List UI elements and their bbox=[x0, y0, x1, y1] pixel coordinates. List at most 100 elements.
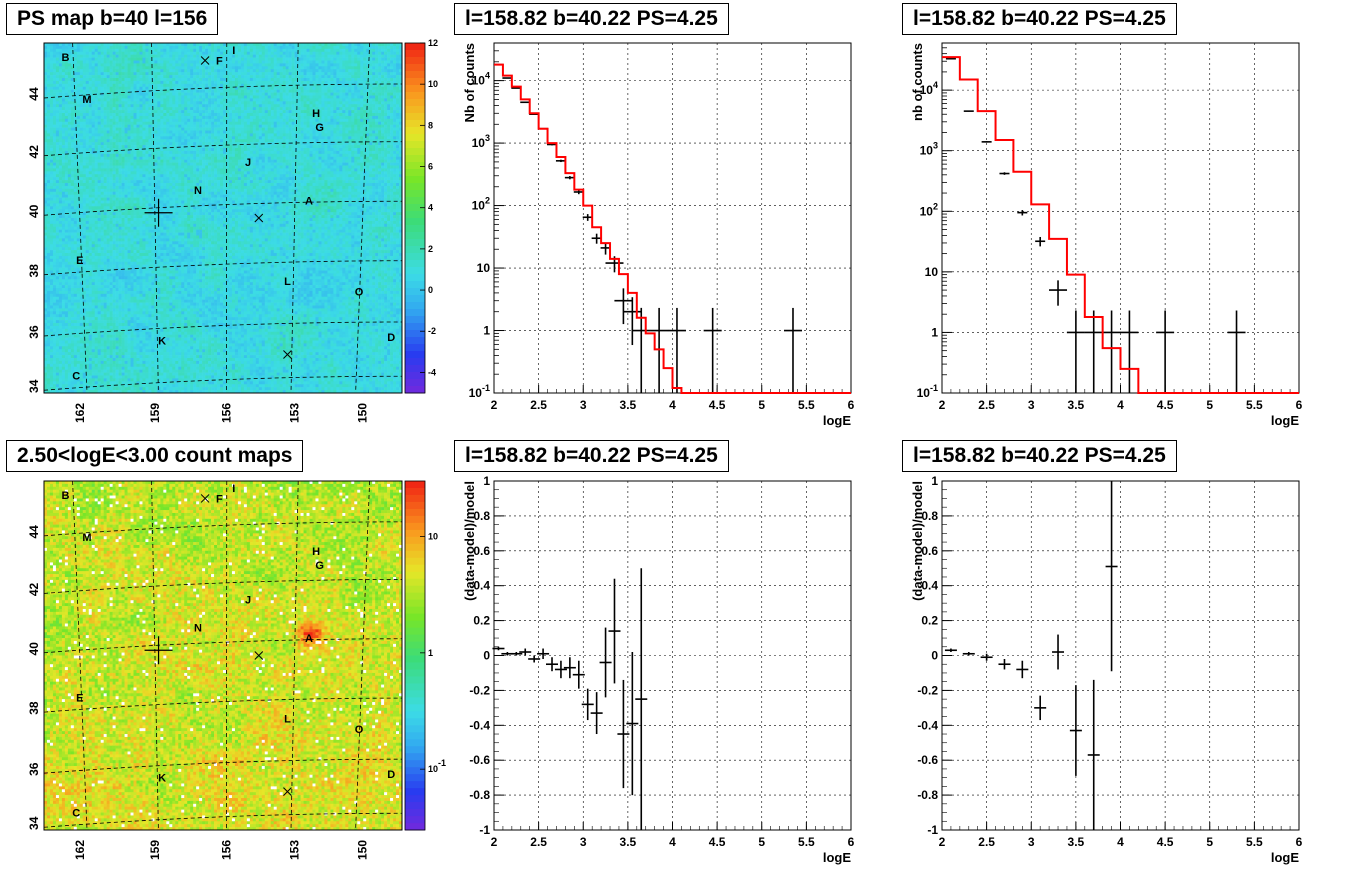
heatmap-cell bbox=[121, 139, 125, 143]
heatmap-cell bbox=[357, 63, 361, 67]
heatmap-cell bbox=[130, 145, 134, 149]
heatmap-cell bbox=[166, 127, 170, 131]
heatmap-cell bbox=[264, 142, 269, 146]
heatmap-cell bbox=[225, 162, 230, 166]
heatmap-cell bbox=[61, 127, 66, 131]
heatmap-cell bbox=[202, 101, 206, 105]
heatmap-cell bbox=[73, 54, 78, 58]
heatmap-cell bbox=[211, 121, 215, 125]
heatmap-cell bbox=[225, 54, 230, 58]
heatmap-cell bbox=[61, 110, 66, 114]
heatmap-cell bbox=[91, 142, 96, 146]
heatmap-cell bbox=[276, 139, 280, 143]
heatmap-cell bbox=[100, 159, 104, 163]
heatmap-cell bbox=[384, 133, 388, 137]
heatmap-cell bbox=[190, 153, 194, 158]
heatmap-cell bbox=[211, 60, 215, 64]
heatmap-cell bbox=[133, 110, 137, 114]
heatmap-cell bbox=[264, 133, 269, 137]
heatmap-cell bbox=[67, 63, 72, 67]
heatmap-cell bbox=[399, 127, 403, 131]
heatmap-cell bbox=[61, 51, 66, 55]
heatmap-cell bbox=[109, 51, 113, 55]
heatmap-cell bbox=[357, 124, 361, 128]
heatmap-cell bbox=[133, 107, 137, 111]
heatmap-cell bbox=[228, 145, 233, 149]
heatmap-cell bbox=[202, 80, 206, 85]
heatmap-cell bbox=[199, 156, 203, 160]
heatmap-cell bbox=[187, 139, 191, 143]
heatmap-cell bbox=[366, 60, 370, 64]
heatmap-cell bbox=[264, 72, 269, 76]
heatmap-cell bbox=[396, 153, 400, 158]
heatmap-cell bbox=[187, 145, 191, 149]
heatmap-cell bbox=[154, 142, 158, 146]
heatmap-cell bbox=[267, 63, 272, 67]
heatmap-cell bbox=[303, 48, 307, 53]
heatmap-cell bbox=[166, 113, 170, 117]
heatmap-cell bbox=[258, 48, 263, 53]
heatmap-cell bbox=[237, 43, 242, 47]
heatmap-cell bbox=[321, 145, 325, 149]
heatmap-cell bbox=[109, 110, 113, 114]
heatmap-cell bbox=[142, 133, 146, 137]
heatmap-cell bbox=[294, 54, 298, 58]
heatmap-cell bbox=[127, 95, 131, 99]
heatmap-cell bbox=[342, 145, 346, 149]
heatmap-cell bbox=[103, 110, 107, 114]
heatmap-cell bbox=[73, 69, 78, 73]
heatmap-cell bbox=[208, 69, 212, 73]
heatmap-cell bbox=[44, 148, 48, 152]
heatmap-cell bbox=[175, 83, 179, 88]
heatmap-cell bbox=[211, 133, 215, 137]
heatmap-cell bbox=[145, 162, 149, 166]
heatmap-cell bbox=[115, 86, 119, 90]
heatmap-cell bbox=[273, 113, 277, 117]
heatmap-cell bbox=[306, 54, 310, 58]
heatmap-cell bbox=[118, 92, 122, 96]
heatmap-cell bbox=[324, 92, 328, 96]
heatmap-cell bbox=[300, 107, 304, 111]
heatmap-cell bbox=[231, 89, 236, 93]
heatmap-cell bbox=[237, 145, 242, 149]
heatmap-cell bbox=[166, 45, 170, 50]
heatmap-cell bbox=[228, 75, 233, 79]
heatmap-cell bbox=[193, 156, 197, 160]
heatmap-cell bbox=[163, 133, 167, 137]
heatmap-cell bbox=[82, 124, 87, 128]
heatmap-cell bbox=[181, 148, 185, 152]
heatmap-cell bbox=[124, 54, 128, 58]
heatmap-cell bbox=[294, 48, 298, 53]
heatmap-cell bbox=[387, 83, 391, 88]
heatmap-cell bbox=[360, 92, 364, 96]
heatmap-cell bbox=[240, 95, 245, 99]
heatmap-cell bbox=[279, 104, 283, 108]
heatmap-cell bbox=[282, 142, 286, 146]
heatmap-cell bbox=[193, 83, 197, 88]
heatmap-cell bbox=[166, 83, 170, 88]
heatmap-cell bbox=[249, 115, 254, 120]
heatmap-cell bbox=[169, 107, 173, 111]
heatmap-cell bbox=[297, 104, 301, 108]
heatmap-cell bbox=[145, 107, 149, 111]
heatmap-cell bbox=[211, 162, 215, 166]
heatmap-cell bbox=[333, 156, 337, 160]
heatmap-cell bbox=[369, 156, 373, 160]
heatmap-cell bbox=[339, 92, 343, 96]
heatmap-cell bbox=[196, 83, 200, 88]
heatmap-cell bbox=[318, 95, 322, 99]
heatmap-cell bbox=[363, 145, 367, 149]
heatmap-cell bbox=[378, 136, 382, 140]
heatmap-cell bbox=[240, 48, 245, 53]
heatmap-cell bbox=[279, 136, 283, 140]
heatmap-cell bbox=[258, 80, 263, 85]
heatmap-cell bbox=[79, 104, 84, 108]
heatmap-cell bbox=[202, 156, 206, 160]
heatmap-cell bbox=[297, 43, 301, 47]
heatmap-cell bbox=[157, 124, 161, 128]
heatmap-cell bbox=[181, 127, 185, 131]
heatmap-cell bbox=[106, 86, 110, 90]
heatmap-cell bbox=[225, 142, 230, 146]
heatmap-cell bbox=[166, 98, 170, 102]
heatmap-cell bbox=[267, 95, 272, 99]
